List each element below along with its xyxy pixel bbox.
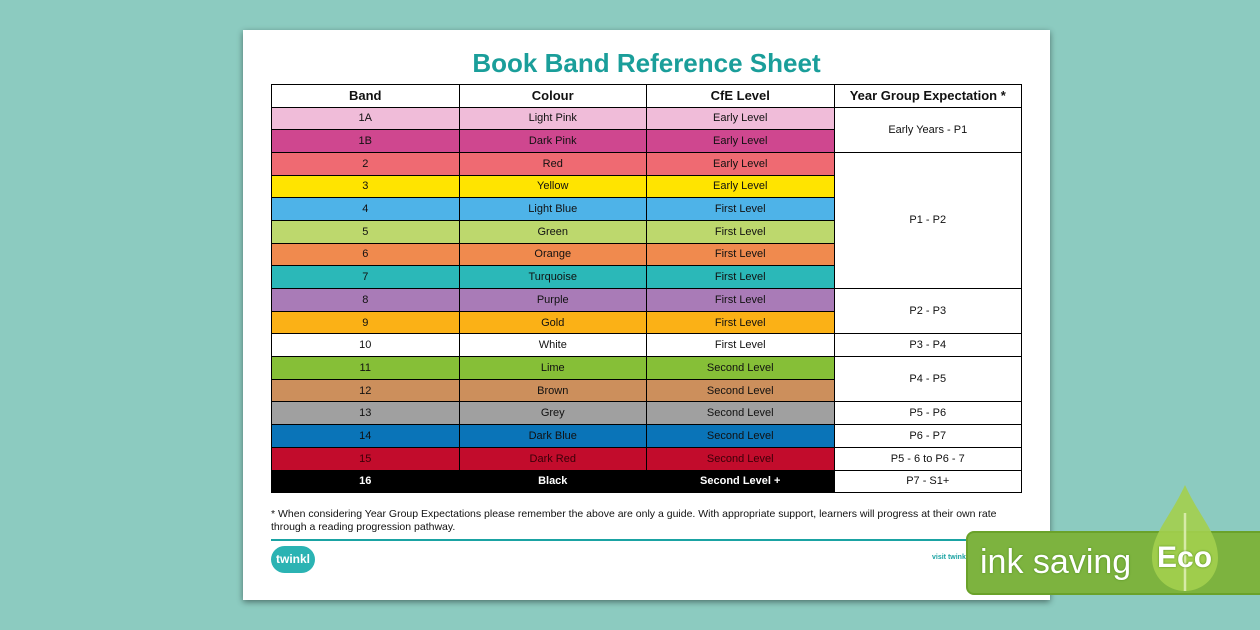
header-year-group: Year Group Expectation * [833,84,1022,108]
band-cell: 1B [271,129,460,153]
table-header-row: Band Colour CfE Level Year Group Expecta… [271,84,1022,108]
band-cell: 11 [271,356,460,380]
colour-cell: Turquoise [458,265,647,289]
year-group-cell: P3 - P4 [833,333,1022,358]
table-row: 9 Gold First Level [271,310,1022,335]
cfe-level-cell: First Level [646,288,835,312]
band-cell: 5 [271,219,460,244]
leaf-icon [1152,485,1218,591]
reference-sheet: Book Band Reference Sheet Band Colour Cf… [243,30,1050,600]
year-group-cell: P2 - P3 [833,287,1022,335]
table-row: 8 Purple First Level P2 - P3 [271,287,1022,335]
band-cell: 9 [271,310,460,335]
cfe-level-cell: First Level [646,219,835,244]
cfe-level-cell: First Level [646,310,835,335]
band-cell: 6 [271,242,460,267]
cfe-level-cell: Second Level [646,401,835,426]
year-group-cell: P5 - P6 [833,401,1022,426]
colour-cell: Dark Blue [458,424,647,448]
colour-cell: Lime [458,356,647,380]
cfe-level-cell: Second Level [646,378,835,403]
visit-link[interactable]: visit twinkl [932,554,968,561]
cfe-level-cell: Second Level [646,424,835,448]
table-row: 15 Dark Red Second Level P5 - 6 to P6 - 7 [271,446,1022,471]
table-row: 12 Brown Second Level [271,378,1022,403]
cfe-level-cell: Second Level + [646,469,835,494]
year-group-cell: P1 - P2 [833,151,1022,290]
band-cell: 4 [271,197,460,221]
table-row: 1B Dark Pink Early Level [271,129,1022,153]
cfe-level-cell: Early Level [646,106,835,131]
cfe-level-cell: Early Level [646,129,835,153]
page-title: Book Band Reference Sheet [472,48,821,78]
colour-cell: Dark Pink [458,129,647,153]
year-group-cell: P5 - 6 to P6 - 7 [833,446,1022,471]
table-row: 16 Black Second Level + P7 - S1+ [271,469,1022,494]
table-row: 5 Green First Level [271,219,1022,244]
table-row: 7 Turquoise First Level [271,265,1022,289]
footnote: * When considering Year Group Expectatio… [271,508,997,533]
table-row: 1A Light Pink Early Level Early Years - P1 [271,106,1022,153]
table-row: 13 Grey Second Level P5 - P6 [271,401,1022,426]
year-group-cell: P6 - P7 [833,424,1022,448]
band-cell: 2 [271,151,460,176]
band-cell: 1A [271,106,460,131]
cfe-level-cell: First Level [646,242,835,267]
cfe-level-cell: Second Level [646,446,835,471]
header-cfe-level: CfE Level [646,84,835,108]
cfe-level-cell: First Level [646,197,835,221]
band-cell: 15 [271,446,460,471]
colour-cell: Yellow [458,174,647,199]
colour-cell: Purple [458,288,647,312]
header-colour: Colour [458,84,647,108]
band-cell: 12 [271,378,460,403]
cfe-level-cell: Early Level [646,151,835,176]
colour-cell: Light Blue [458,197,647,221]
colour-cell: Light Pink [458,106,647,131]
table-row: 14 Dark Blue Second Level P6 - P7 [271,424,1022,448]
ink-saving-text: ink saving [980,543,1132,581]
year-group-cell: Early Years - P1 [833,106,1022,153]
cfe-level-cell: Second Level [646,356,835,380]
band-cell: 7 [271,265,460,289]
table-row: 2 Red Early Level P1 - P2 [271,151,1022,290]
year-group-cell: P4 - P5 [833,356,1022,403]
colour-cell: Black [458,469,647,494]
band-cell: 8 [271,288,460,312]
year-group-cell: P7 - S1+ [833,469,1022,494]
table-row: 10 White First Level P3 - P4 [271,333,1022,358]
book-band-table: Band Colour CfE Level Year Group Expecta… [271,84,1022,494]
twinkl-logo: twinkl [271,546,315,573]
band-cell: 13 [271,401,460,426]
band-cell: 16 [271,469,460,494]
colour-cell: Green [458,219,647,244]
divider [271,539,1022,541]
header-band: Band [271,84,460,108]
colour-cell: Red [458,151,647,176]
colour-cell: Brown [458,378,647,403]
colour-cell: White [458,333,647,358]
colour-cell: Grey [458,401,647,426]
band-cell: 3 [271,174,460,199]
cfe-level-cell: First Level [646,265,835,289]
colour-cell: Orange [458,242,647,267]
cfe-level-cell: Early Level [646,174,835,199]
band-cell: 14 [271,424,460,448]
table-row: 3 Yellow Early Level [271,174,1022,199]
table-row: 11 Lime Second Level P4 - P5 [271,356,1022,403]
eco-text: Eco [1157,541,1213,574]
band-cell: 10 [271,333,460,358]
colour-cell: Dark Red [458,446,647,471]
colour-cell: Gold [458,310,647,335]
cfe-level-cell: First Level [646,333,835,358]
